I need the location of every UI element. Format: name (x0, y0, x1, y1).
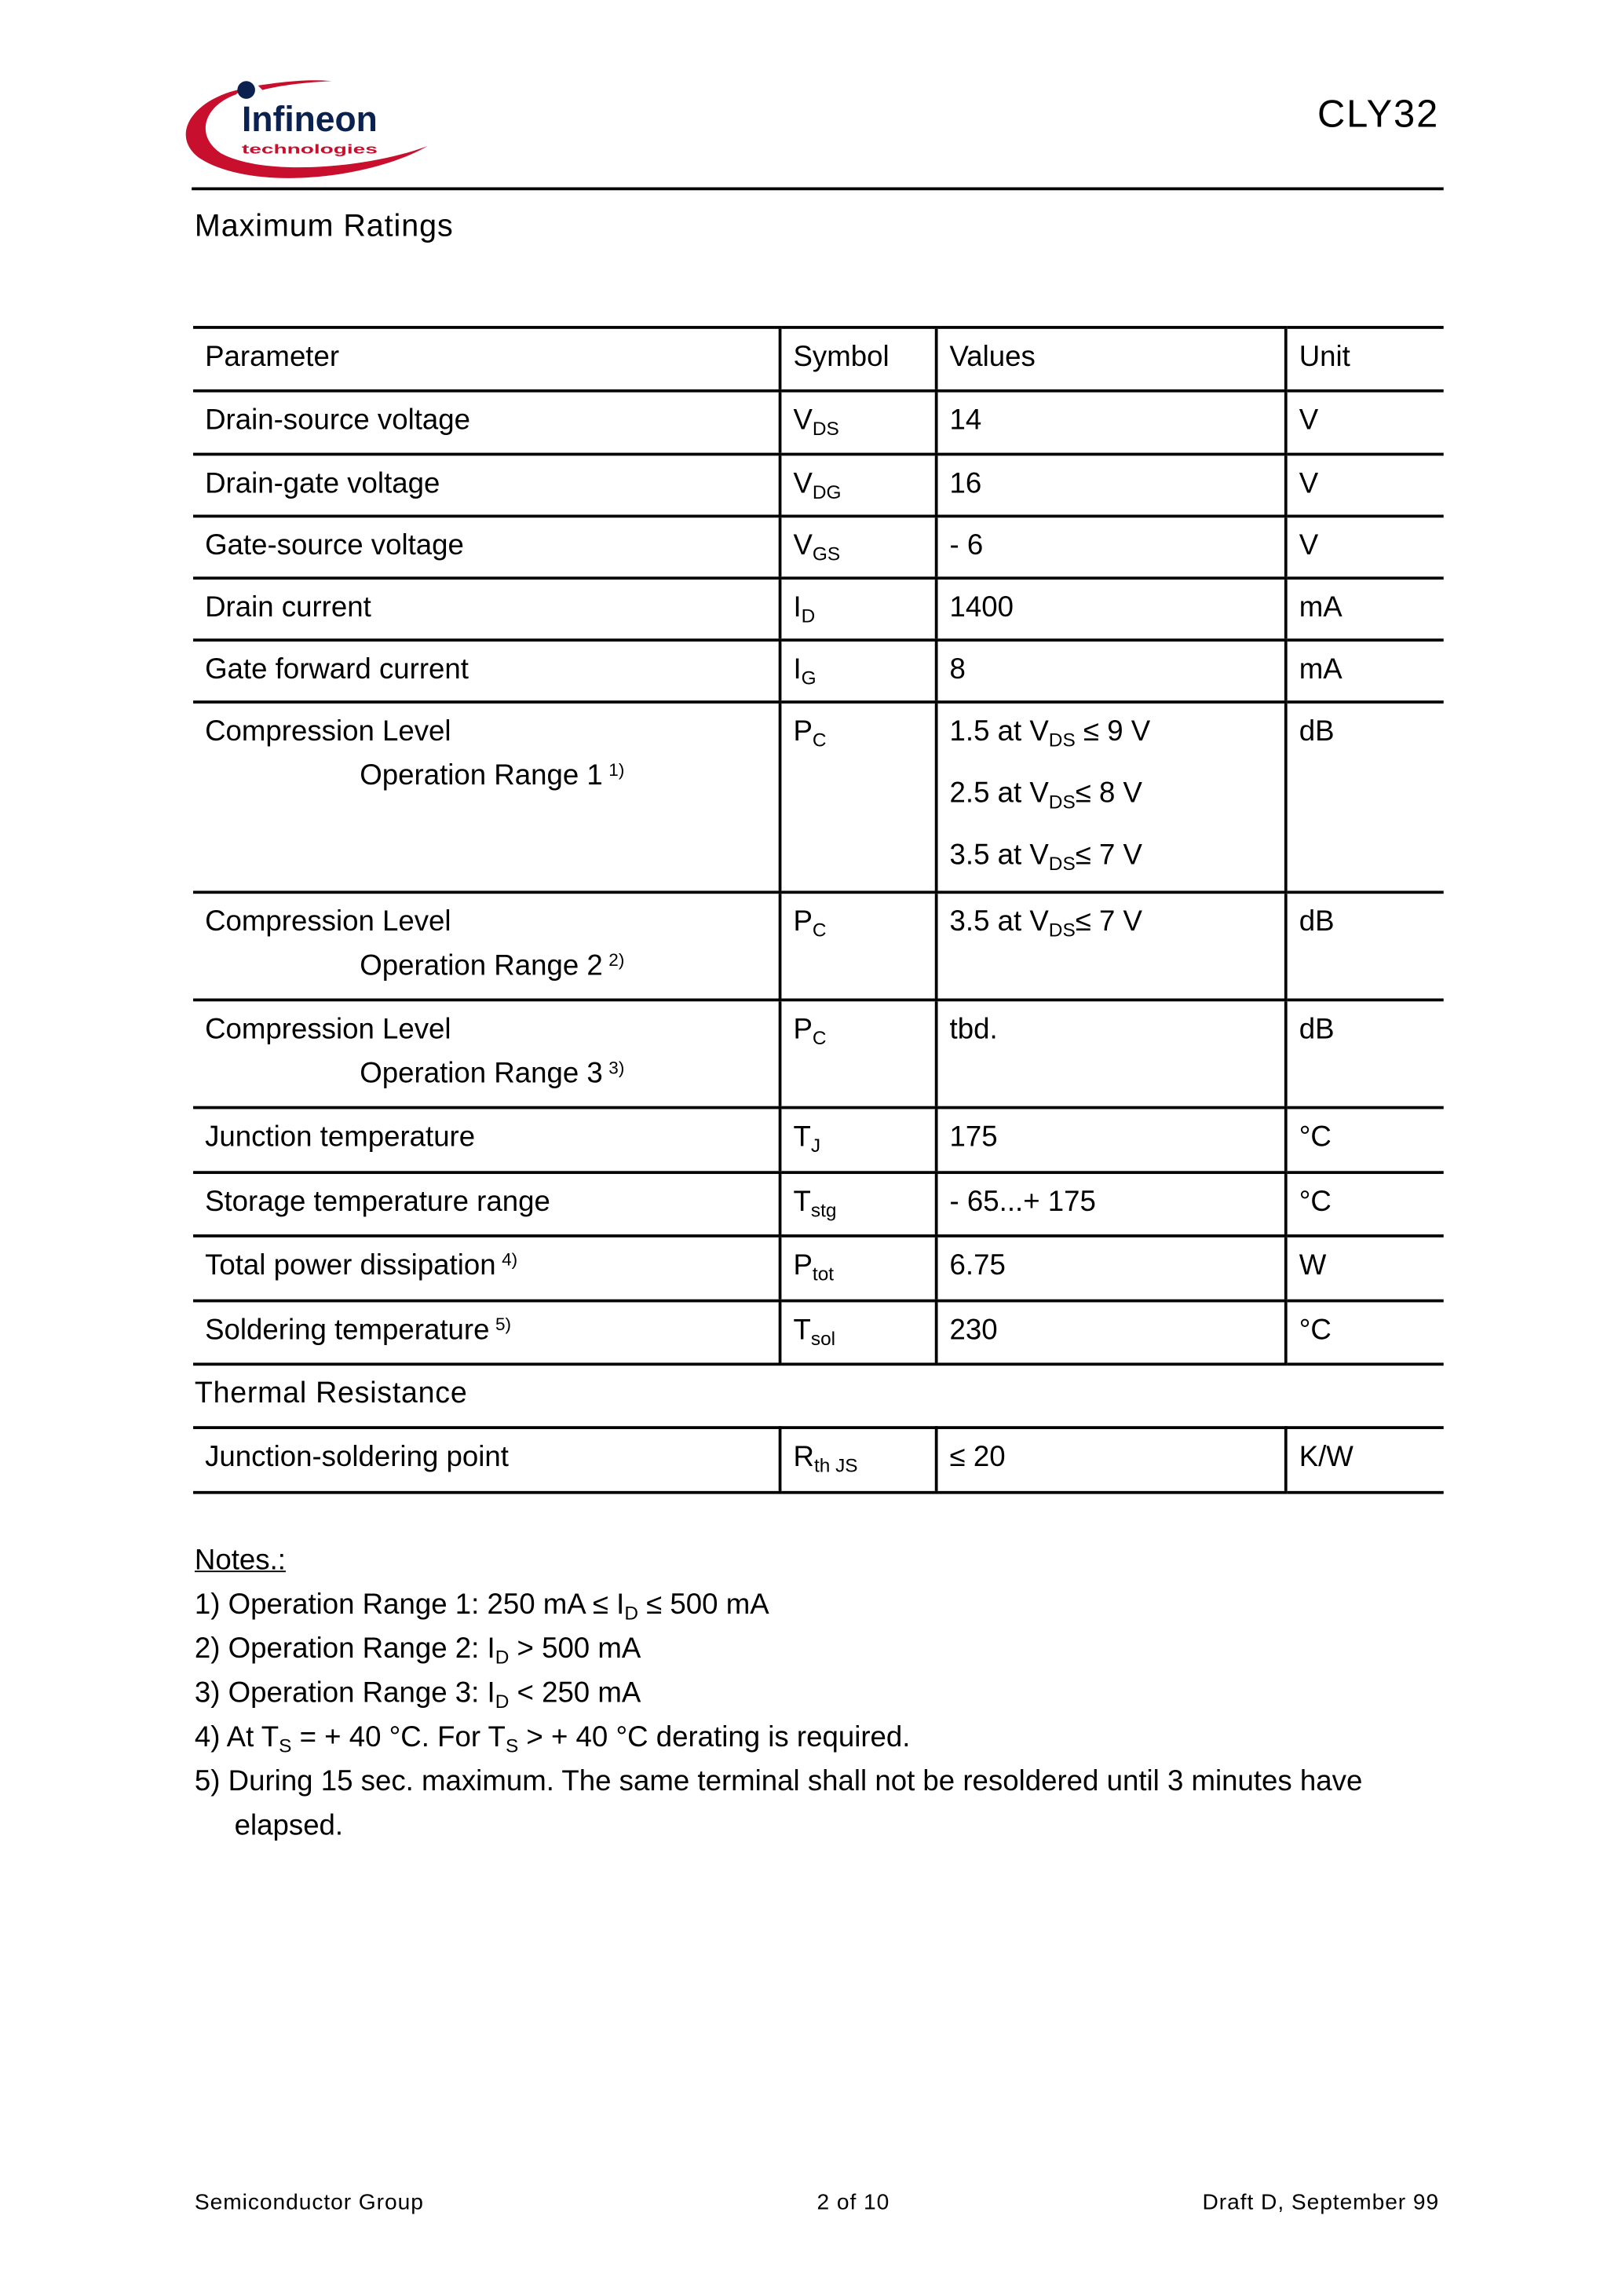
table-row: Total power dissipation 4) Ptot 6.75 W (193, 1234, 1444, 1303)
compression-row: Compression Level Operation Range 2 2) PC 3.… (193, 890, 1444, 1002)
symbol-cell: VGS (778, 514, 937, 580)
value-cell: 230 (934, 1299, 1286, 1366)
page-number: 2 of 10 (816, 2190, 890, 2216)
footer-right: Draft D, September 99 (1202, 2190, 1440, 2216)
value-cell: ≤ 20 (934, 1426, 1286, 1494)
param-cell: Junction-soldering point (193, 1426, 780, 1494)
svg-text:technologies: technologies (242, 141, 378, 156)
table-header-row: Parameter Symbol Values Unit (193, 326, 1444, 393)
symbol-cell: Rth JS (778, 1426, 937, 1494)
table-row: Soldering temperature 5) Tsol 230 °C (193, 1299, 1444, 1366)
unit-cell: V (1284, 452, 1444, 518)
symbol-cell: PC (778, 890, 937, 1002)
notes: Notes.: 1) Operation Range 1: 250 mA ≤ I… (195, 1538, 1444, 1848)
param-cell: Drain-gate voltage (193, 452, 780, 518)
section-title: Maximum Ratings (194, 209, 454, 243)
param-cell: Storage temperature range (193, 1171, 780, 1238)
symbol-cell: TJ (778, 1106, 937, 1175)
header-values: Values (934, 326, 1286, 393)
param-cell: Soldering temperature 5) (193, 1299, 780, 1366)
param-cell: Drain current (193, 576, 780, 642)
ratings-table: Parameter Symbol Values Unit Drain-sourc… (193, 326, 1444, 1494)
value-line: 3.5 at VDS≤ 7 V (949, 839, 1142, 875)
table-row: Drain-source voltage VDS 14 V (193, 389, 1444, 456)
unit-cell: mA (1284, 576, 1444, 642)
note-4: 4) At TS = + 40 °C. For TS > + 40 °C der… (194, 1720, 911, 1757)
symbol-cell: PC (778, 998, 937, 1110)
value-cell: 3.5 at VDS≤ 7 V (934, 890, 1286, 1002)
table-row: Drain-gate voltage VDG 16 V (193, 452, 1444, 518)
symbol-cell: PC (778, 700, 937, 894)
header-parameter: Parameter (193, 326, 780, 393)
part-number: CLY32 (1317, 91, 1440, 136)
symbol-cell: IG (778, 638, 937, 704)
note-5: 5) During 15 sec. maximum. The same term… (194, 1765, 1363, 1798)
value-cell: 14 (934, 389, 1286, 456)
symbol-cell: VDG (778, 452, 937, 518)
symbol-cell: Tstg (778, 1171, 937, 1238)
param-cell: Drain-source voltage (193, 389, 780, 456)
value-cell: 16 (934, 452, 1286, 518)
value-cell: tbd. (934, 998, 1286, 1110)
value-cell: 1400 (934, 576, 1286, 642)
param-cell: Gate-source voltage (193, 514, 780, 580)
table-row: Junction-soldering point Rth JS ≤ 20 K/W (193, 1426, 1444, 1494)
note-2: 2) Operation Range 2: ID > 500 mA (194, 1632, 641, 1669)
unit-cell: K/W (1284, 1426, 1444, 1494)
symbol-cell: Ptot (778, 1234, 937, 1303)
content-flow: Parameter Symbol Values Unit Drain-sourc… (193, 326, 1444, 1848)
value-cell: 6.75 (934, 1234, 1286, 1303)
compression-row: Compression Level Operation Range 3 3) PC tb… (193, 998, 1444, 1110)
table-row: Junction temperature TJ 175 °C (193, 1106, 1444, 1175)
infineon-logo: Infineon technologies (185, 80, 428, 178)
value-cell: 8 (934, 638, 1286, 704)
thermal-header-row: Thermal Resistance (193, 1362, 1444, 1429)
notes-title: Notes.: (194, 1544, 286, 1577)
symbol-cell: VDS (778, 389, 937, 456)
value-line: 3.5 at VDS≤ 7 V (949, 905, 1142, 941)
table-row: Storage temperature range Tstg - 65...+ 17… (193, 1171, 1444, 1238)
symbol-cell: ID (778, 576, 937, 642)
unit-cell: W (1284, 1234, 1444, 1303)
value-line: 1.5 at VDS ≤ 9 V (949, 715, 1151, 751)
thermal-resistance-heading: Thermal Resistance (193, 1362, 1444, 1429)
unit-cell: mA (1284, 638, 1444, 704)
header-unit: Unit (1284, 326, 1444, 393)
unit-cell: dB (1284, 998, 1444, 1110)
unit-cell: °C (1284, 1106, 1444, 1175)
param-cell: Total power dissipation 4) (193, 1234, 780, 1303)
value-line: 2.5 at VDS≤ 8 V (949, 777, 1142, 813)
param-cell: Junction temperature (193, 1106, 780, 1175)
symbol-cell: Tsol (778, 1299, 937, 1366)
value-cell: - 6 (934, 514, 1286, 580)
header-symbol: Symbol (778, 326, 937, 393)
value-cell: - 65...+ 175 (934, 1171, 1286, 1238)
unit-cell: °C (1284, 1171, 1444, 1238)
unit-cell: °C (1284, 1299, 1444, 1366)
value-cell: 175 (934, 1106, 1286, 1175)
param-cell: Gate forward current (193, 638, 780, 704)
param-cell: Compression Level Operation Range 1 1) (193, 700, 780, 894)
header-divider (192, 187, 1444, 191)
unit-cell: dB (1284, 890, 1444, 1002)
unit-cell: dB (1284, 700, 1444, 894)
note-5-cont: elapsed. (234, 1809, 344, 1842)
note-3: 3) Operation Range 3: ID < 250 mA (194, 1676, 641, 1713)
table-row: Drain current ID 1400 mA (193, 576, 1444, 642)
unit-cell: V (1284, 514, 1444, 580)
svg-text:Infineon: Infineon (242, 99, 378, 139)
unit-cell: V (1284, 389, 1444, 456)
table-row: Gate forward current IG 8 mA (193, 638, 1444, 704)
compression-row: Compression Level Operation Range 1 1) PC 1.… (193, 700, 1444, 894)
param-cell: Compression Level Operation Range 2 2) (193, 890, 780, 1002)
value-cell: 1.5 at VDS ≤ 9 V 2.5 at VDS≤ 8 V 3.5 at VD… (934, 700, 1286, 894)
param-cell: Compression Level Operation Range 3 3) (193, 998, 780, 1110)
footer-left: Semiconductor Group (194, 2190, 424, 2216)
note-1: 1) Operation Range 1: 250 mA ≤ ID ≤ 500 … (194, 1588, 769, 1624)
